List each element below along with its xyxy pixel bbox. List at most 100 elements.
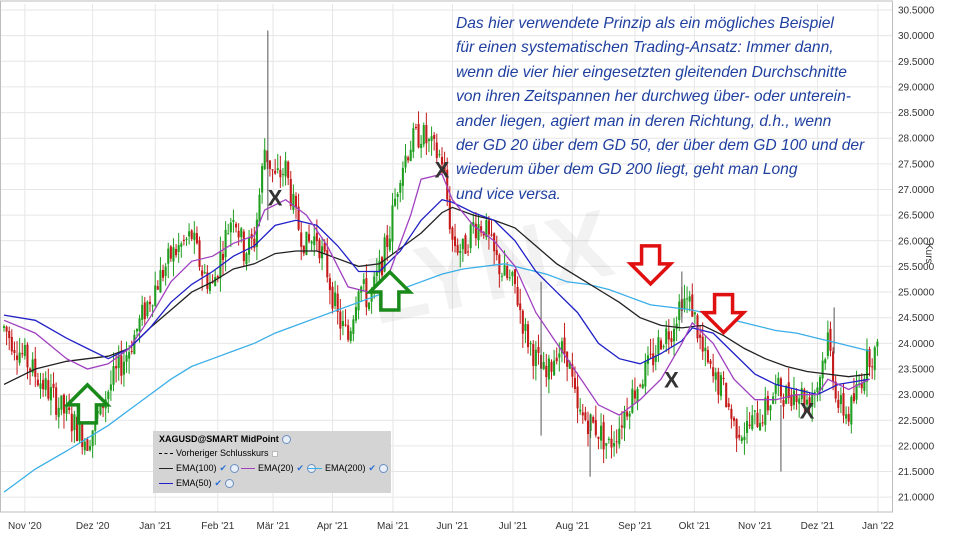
candle-body — [821, 360, 824, 379]
candle-body — [477, 224, 480, 241]
candle-body — [107, 391, 110, 400]
candle-body — [276, 168, 279, 170]
legend-item-ema50[interactable]: EMA(50) ✔ — [159, 478, 235, 489]
candle-body — [206, 272, 209, 289]
candle-body — [500, 275, 504, 277]
candle-body — [412, 128, 415, 152]
checkmark-icon[interactable]: ✔ — [296, 463, 305, 473]
y-tick-label: 30.5000 — [898, 6, 935, 17]
candle-body — [26, 344, 29, 368]
checkmark-icon[interactable]: ✔ — [368, 463, 377, 473]
candle-body — [461, 238, 464, 250]
candle-body — [407, 157, 410, 161]
candle-body — [313, 236, 316, 246]
y-tick-label: 22.5000 — [898, 416, 935, 427]
candle-body — [339, 311, 342, 329]
visibility-box-icon[interactable] — [271, 450, 278, 457]
line-swatch-icon — [308, 468, 322, 470]
x-tick-label: Jun '21 — [436, 521, 468, 532]
candle-body — [255, 219, 258, 247]
settings-icon[interactable] — [230, 464, 240, 474]
checkmark-icon[interactable]: ✔ — [219, 463, 228, 473]
y-tick-label: 23.5000 — [898, 364, 935, 375]
candle-body — [438, 154, 441, 156]
candle-body — [148, 301, 152, 305]
candle-body — [602, 422, 605, 450]
legend-item-ema20[interactable]: EMA(20) ✔ — [241, 463, 317, 474]
candle-body — [571, 364, 574, 377]
candle-body — [686, 298, 689, 300]
y-tick-label: 29.0000 — [898, 82, 935, 93]
candle-body — [357, 291, 360, 311]
candle-body — [852, 393, 855, 402]
candle-body — [568, 361, 571, 369]
candle-body — [120, 355, 123, 376]
candle-body — [761, 422, 764, 424]
candle-body — [433, 134, 436, 139]
candle-body — [253, 238, 256, 248]
candle-body — [521, 310, 524, 334]
candle-body — [464, 235, 467, 254]
legend-label: EMA(20) — [258, 463, 294, 473]
candle-body — [480, 226, 483, 233]
plot-frame — [0, 0, 893, 513]
candle-body — [115, 366, 118, 369]
candle-body — [175, 248, 178, 256]
candle-body — [837, 399, 840, 408]
candle-body — [469, 224, 472, 249]
candle-body — [146, 301, 149, 317]
candle-body — [787, 382, 790, 399]
candle-body — [352, 319, 355, 334]
candle-body — [279, 169, 282, 178]
candle-body — [636, 388, 639, 403]
candle-body — [161, 269, 165, 278]
candle-body — [453, 236, 457, 247]
legend-label: EMA(100) — [176, 463, 217, 473]
candle-body — [727, 403, 730, 407]
settings-icon[interactable] — [225, 479, 235, 489]
settings-icon[interactable] — [281, 435, 291, 445]
y-tick-label: 24.5000 — [898, 313, 935, 324]
candle-body — [300, 232, 303, 247]
candle-body — [876, 341, 879, 347]
candle-body — [740, 437, 743, 442]
candle-body — [143, 302, 146, 320]
x-marker: X — [664, 368, 679, 393]
candle-body — [871, 366, 874, 368]
candle-body — [751, 415, 754, 430]
candle-body — [842, 393, 845, 416]
candle-body — [430, 136, 433, 141]
candle-body — [738, 434, 741, 438]
y-axis-label: Kurs — [923, 243, 934, 264]
candle-body — [790, 394, 793, 407]
candle-body — [873, 347, 876, 371]
settings-icon[interactable] — [379, 464, 389, 474]
candle-body — [169, 246, 172, 259]
y-tick-label: 25.5000 — [898, 262, 935, 273]
candle-body — [443, 162, 446, 173]
candle-body — [834, 381, 837, 399]
legend-item-ema100[interactable]: EMA(100) ✔ — [159, 463, 240, 474]
candle-body — [151, 305, 154, 307]
candle-body — [409, 149, 412, 162]
candle-body — [813, 392, 816, 394]
candle-body — [263, 149, 266, 170]
candle-body — [508, 277, 511, 279]
candle-body — [190, 230, 193, 239]
legend-item-prev-close[interactable]: Vorheriger Schlusskurs — [159, 448, 278, 459]
candle-body — [795, 393, 798, 402]
candle-body — [709, 360, 712, 364]
candle-body — [378, 260, 381, 273]
candle-body — [529, 342, 532, 345]
candle-body — [221, 253, 225, 260]
checkmark-icon[interactable]: ✔ — [214, 478, 223, 488]
annotation-line: Das hier verwendete Prinzip als ein mögl… — [456, 15, 834, 32]
candle-body — [266, 150, 269, 163]
candle-body — [302, 245, 305, 254]
candle-body — [659, 340, 663, 350]
candle-body — [31, 359, 34, 373]
candle-body — [665, 328, 668, 345]
candle-body — [730, 408, 733, 419]
candle-body — [5, 326, 8, 332]
legend-item-ema200[interactable]: EMA(200) ✔ — [308, 463, 389, 474]
